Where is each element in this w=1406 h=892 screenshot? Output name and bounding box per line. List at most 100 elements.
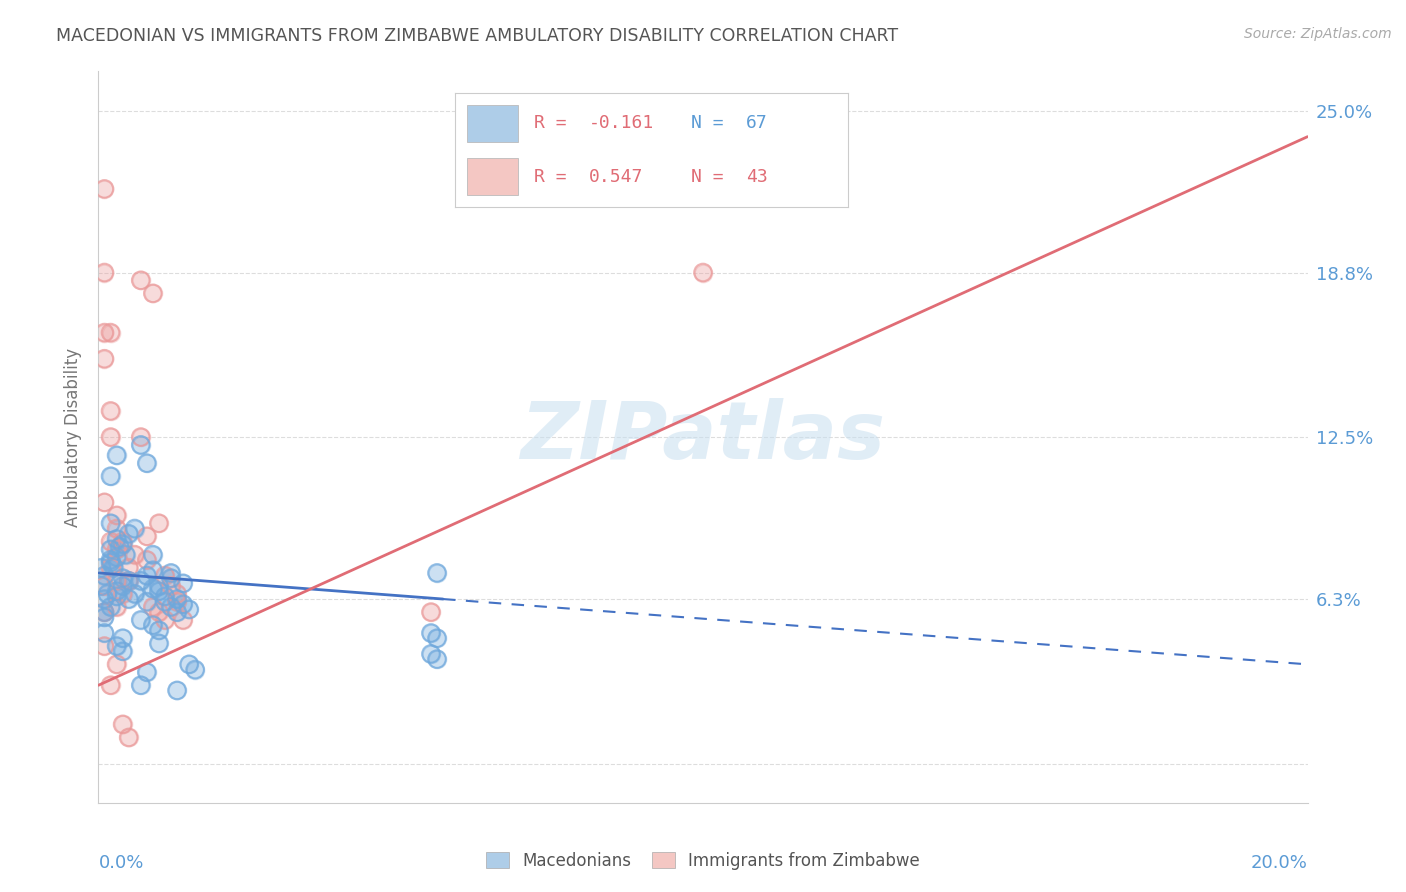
Point	[93, 592, 115, 607]
Point	[153, 568, 176, 582]
Point	[118, 560, 141, 574]
Point	[105, 532, 128, 546]
Text: 0.0%: 0.0%	[98, 855, 143, 872]
Point	[426, 652, 449, 666]
Point	[184, 663, 207, 677]
Point	[153, 594, 176, 608]
Point	[148, 579, 170, 593]
Point	[111, 587, 134, 601]
Point	[166, 594, 188, 608]
Point	[100, 556, 122, 570]
Point	[105, 657, 128, 672]
Point	[129, 430, 152, 444]
Text: ZIPatlas: ZIPatlas	[520, 398, 886, 476]
Point	[93, 639, 115, 653]
Point	[93, 326, 115, 340]
Point	[142, 618, 165, 632]
Point	[93, 579, 115, 593]
Point	[148, 624, 170, 638]
Point	[160, 566, 183, 580]
Point	[93, 605, 115, 619]
Point	[142, 599, 165, 614]
Point	[93, 605, 115, 619]
Point	[93, 610, 115, 624]
Point	[96, 587, 118, 601]
Point	[692, 266, 714, 280]
Point	[93, 605, 115, 619]
Point	[142, 548, 165, 562]
Point	[111, 579, 134, 593]
Point	[160, 579, 183, 593]
Point	[100, 516, 122, 531]
Point	[118, 731, 141, 745]
Point	[105, 508, 128, 523]
Point	[90, 560, 112, 574]
Point	[135, 568, 157, 582]
Point	[420, 647, 443, 661]
Point	[93, 626, 115, 640]
Point	[90, 560, 112, 574]
Point	[179, 657, 201, 672]
Point	[118, 574, 141, 588]
Point	[172, 597, 194, 611]
Point	[129, 613, 152, 627]
Point	[118, 592, 141, 607]
Point	[100, 560, 122, 574]
Point	[148, 579, 170, 593]
Point	[93, 351, 115, 366]
Text: 20.0%: 20.0%	[1251, 855, 1308, 872]
Point	[172, 597, 194, 611]
Point	[111, 537, 134, 551]
Legend: Macedonians, Immigrants from Zimbabwe: Macedonians, Immigrants from Zimbabwe	[481, 847, 925, 875]
Point	[135, 553, 157, 567]
Point	[105, 550, 128, 565]
Point	[172, 613, 194, 627]
Point	[142, 599, 165, 614]
Text: Source: ZipAtlas.com: Source: ZipAtlas.com	[1244, 27, 1392, 41]
Point	[135, 456, 157, 470]
Point	[135, 553, 157, 567]
Point	[142, 563, 165, 577]
Point	[420, 647, 443, 661]
Point	[179, 657, 201, 672]
Point	[135, 529, 157, 543]
Point	[93, 610, 115, 624]
Point	[179, 602, 201, 616]
Point	[426, 566, 449, 580]
Point	[148, 516, 170, 531]
Point	[108, 540, 131, 554]
Point	[111, 534, 134, 549]
Point	[124, 548, 146, 562]
Point	[100, 326, 122, 340]
Point	[96, 587, 118, 601]
Point	[105, 657, 128, 672]
Point	[105, 532, 128, 546]
Point	[420, 626, 443, 640]
Point	[105, 639, 128, 653]
Point	[111, 571, 134, 585]
Point	[100, 560, 122, 574]
Point	[114, 548, 136, 562]
Text: MACEDONIAN VS IMMIGRANTS FROM ZIMBABWE AMBULATORY DISABILITY CORRELATION CHART: MACEDONIAN VS IMMIGRANTS FROM ZIMBABWE A…	[56, 27, 898, 45]
Point	[105, 590, 128, 604]
Point	[100, 430, 122, 444]
Point	[90, 579, 112, 593]
Point	[153, 613, 176, 627]
Point	[100, 553, 122, 567]
Point	[118, 526, 141, 541]
Point	[124, 548, 146, 562]
Point	[105, 599, 128, 614]
Point	[153, 594, 176, 608]
Point	[129, 678, 152, 692]
Point	[142, 618, 165, 632]
Point	[100, 678, 122, 692]
Point	[179, 602, 201, 616]
Point	[105, 590, 128, 604]
Point	[105, 521, 128, 535]
Point	[153, 590, 176, 604]
Point	[93, 568, 115, 582]
Point	[692, 266, 714, 280]
Point	[166, 587, 188, 601]
Point	[420, 626, 443, 640]
Point	[93, 351, 115, 366]
